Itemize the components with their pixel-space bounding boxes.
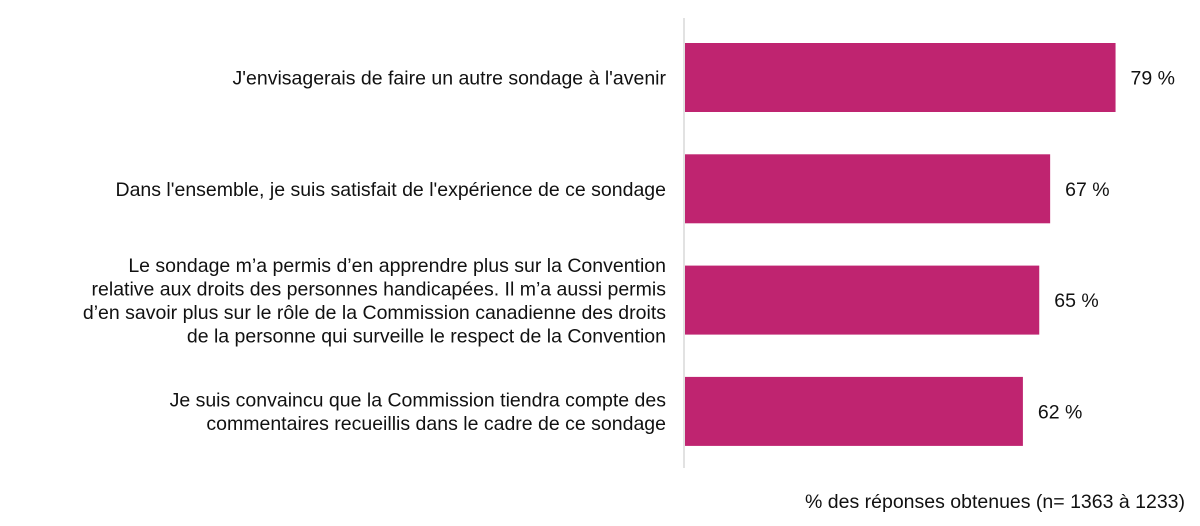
x-axis-title: % des réponses obtenues (n= 1363 à 1233) (805, 491, 1185, 513)
category-label-line: Dans l'ensemble, je suis satisfait de l'… (115, 179, 666, 201)
category-labels: J'envisagerais de faire un autre sondage… (83, 68, 667, 436)
category-label-line: Le sondage m’a permis d’en apprendre plu… (128, 255, 666, 277)
category-label-line: Je suis convaincu que la Commission tien… (170, 390, 667, 412)
category-label-line: commentaires recueillis dans le cadre de… (206, 413, 666, 435)
category-label-line: d’en savoir plus sur le rôle de la Commi… (83, 302, 666, 324)
category-label-2: Dans l'ensemble, je suis satisfait de l'… (115, 179, 666, 201)
bar-1 (685, 43, 1116, 112)
category-label-line: de la personne qui surveille le respect … (187, 325, 666, 347)
value-label-3: 65 % (1054, 290, 1098, 312)
category-label-line: J'envisagerais de faire un autre sondage… (233, 68, 667, 90)
value-label-1: 79 % (1131, 68, 1175, 90)
category-label-1: J'envisagerais de faire un autre sondage… (233, 68, 667, 90)
bars-layer (685, 43, 1116, 446)
category-label-4: Je suis convaincu que la Commission tien… (170, 390, 667, 436)
category-label-line: relative aux droits des personnes handic… (92, 278, 667, 300)
category-label-3: Le sondage m’a permis d’en apprendre plu… (83, 255, 666, 348)
value-label-2: 67 % (1065, 179, 1109, 201)
bar-2 (685, 154, 1051, 224)
value-label-4: 62 % (1038, 401, 1082, 423)
bar-4 (685, 376, 1023, 446)
bar-3 (685, 265, 1040, 335)
value-labels: 79 % 67 % 65 % 62 % (1038, 68, 1175, 424)
